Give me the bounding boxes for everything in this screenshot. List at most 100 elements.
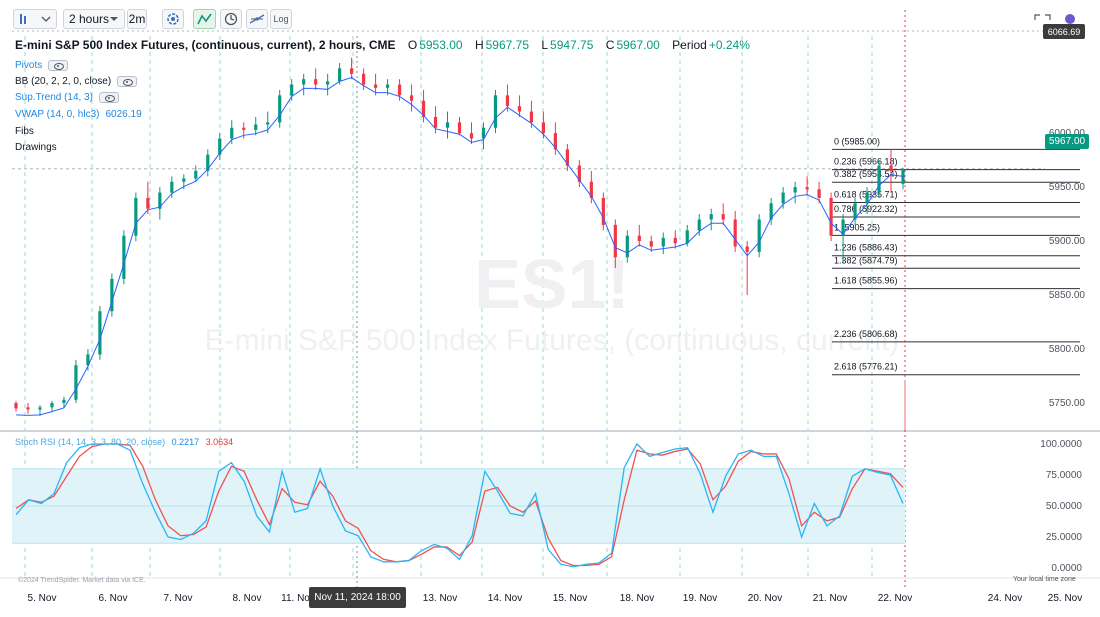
watermark-ticker: ES1! (474, 245, 630, 323)
chevron-down-icon (110, 17, 118, 21)
drawing-tools-button[interactable] (246, 9, 268, 29)
low-label: L (541, 38, 549, 52)
candle-body (146, 197, 150, 209)
time-tick-label: 18. Nov (620, 593, 654, 604)
candle-body (158, 192, 162, 209)
time-tick-label: 24. Nov (988, 593, 1022, 604)
candle-body (493, 95, 498, 128)
time-tick-label: 22. Nov (878, 593, 912, 604)
indicator-pivots[interactable]: Pivots (15, 60, 69, 71)
fib-level-label: 1.382 (5874.79) (834, 255, 898, 265)
settings-button[interactable] (162, 9, 184, 29)
candle-body (338, 68, 342, 82)
fib-level-label: 1.236 (5886.43) (834, 243, 898, 253)
candle-body (122, 235, 126, 279)
drawings-label: Drawings (15, 142, 57, 153)
candle-body (565, 149, 569, 166)
candle-body (757, 219, 761, 252)
time-tick-label: 25. Nov (1048, 593, 1082, 604)
period-value: +0.24% (708, 38, 750, 52)
last-price-tag: 5967.00 (1045, 134, 1089, 149)
indicator-supertrend[interactable]: Sup.Trend (14, 3) (15, 92, 120, 103)
candle-body (601, 197, 605, 225)
eye-icon[interactable] (99, 92, 120, 103)
candle-body (62, 399, 66, 404)
candle-body (697, 219, 701, 231)
interval-label: 2m (128, 12, 146, 26)
candle-body (314, 79, 318, 85)
bb-label: BB (20, 2, 2, 0, close) (15, 76, 112, 87)
time-tick-label: 20. Nov (748, 593, 782, 604)
replay-button[interactable] (220, 9, 242, 29)
dropdown-icon (41, 16, 51, 22)
stoch-rsi-legend[interactable]: Stoch RSI (14, 14, 3, 3, 80, 20, close) … (15, 437, 233, 447)
volume-bar (904, 380, 906, 430)
time-tick-label: 7. Nov (164, 593, 193, 604)
candle-body (841, 219, 845, 236)
candle-body (685, 230, 689, 244)
candle-body (721, 214, 725, 220)
time-tick-label: 19. Nov (683, 593, 717, 604)
fib-level-label: 0.236 (5966.18) (834, 157, 898, 167)
stoch-k-line (15, 442, 904, 568)
stoch-tick-label: 50.0000 (1046, 501, 1083, 512)
stoch-tick-label: 100.0000 (1040, 439, 1082, 450)
candle-body (553, 133, 557, 150)
candle-body (266, 122, 270, 125)
price-tick-label: 5800.00 (1049, 344, 1086, 355)
time-tick-label: 15. Nov (553, 593, 587, 604)
candle-body (517, 106, 522, 112)
indicator-button[interactable] (193, 9, 216, 29)
interval-button[interactable]: 2m (127, 9, 147, 29)
fib-level-label: 2.618 (5776.21) (834, 362, 898, 372)
indicator-vwap[interactable]: VWAP (14, 0, hlc3) 6026.19 (15, 109, 142, 120)
candle-body (865, 192, 869, 204)
indicator-drawings[interactable]: Drawings (15, 142, 57, 153)
candle-body (409, 95, 414, 101)
indicator-fibs[interactable]: Fibs (15, 126, 34, 137)
fullscreen-icon (1034, 14, 1051, 20)
candle-body (433, 116, 438, 128)
stoch-tick-label: 75.0000 (1046, 470, 1083, 481)
time-tick-label: 14. Nov (488, 593, 522, 604)
fib-level-label: 0.786 (5922.32) (834, 204, 898, 214)
candle-body (86, 354, 90, 366)
timeframe-value: 2 hours (69, 12, 110, 26)
candle-body (26, 407, 30, 410)
candle-body (457, 122, 462, 134)
candle-body (74, 365, 78, 400)
chart-type-button[interactable] (13, 9, 57, 29)
timezone-note[interactable]: Your local time zone (1013, 576, 1076, 583)
candle-body (577, 165, 581, 182)
price-tick-label: 5950.00 (1049, 182, 1086, 193)
candle-body (877, 165, 881, 193)
candle-body (385, 84, 390, 88)
candle-body (805, 187, 809, 190)
candle-body (829, 197, 833, 236)
fibs-label: Fibs (15, 126, 34, 137)
price-tick-label: 5850.00 (1049, 290, 1086, 301)
candle-body (373, 84, 378, 88)
eye-icon[interactable] (117, 76, 138, 87)
candle-body (673, 237, 677, 244)
candle-body (745, 246, 749, 252)
candle-body (637, 235, 641, 242)
eye-icon[interactable] (48, 60, 69, 71)
price-tick-label: 6000.00 (1049, 128, 1086, 139)
candle-body (625, 235, 629, 258)
timeframe-select[interactable]: 2 hours (63, 9, 125, 29)
candle-body (469, 133, 474, 139)
fullscreen-icon-part (1045, 14, 1051, 20)
candle-body (206, 154, 210, 171)
low-value: 5947.75 (550, 38, 594, 52)
candle-body (242, 127, 246, 130)
period-label: Period (672, 38, 707, 52)
log-scale-button[interactable]: Log (270, 9, 292, 29)
bars-icon (20, 14, 51, 24)
indicator-bb[interactable]: BB (20, 2, 2, 0, close) (15, 76, 138, 87)
candle-body (290, 84, 294, 96)
high-label: H (474, 38, 484, 52)
crosshair-date-label: Nov 11, 2024 18:00 (309, 587, 406, 608)
candle-body (649, 241, 653, 247)
